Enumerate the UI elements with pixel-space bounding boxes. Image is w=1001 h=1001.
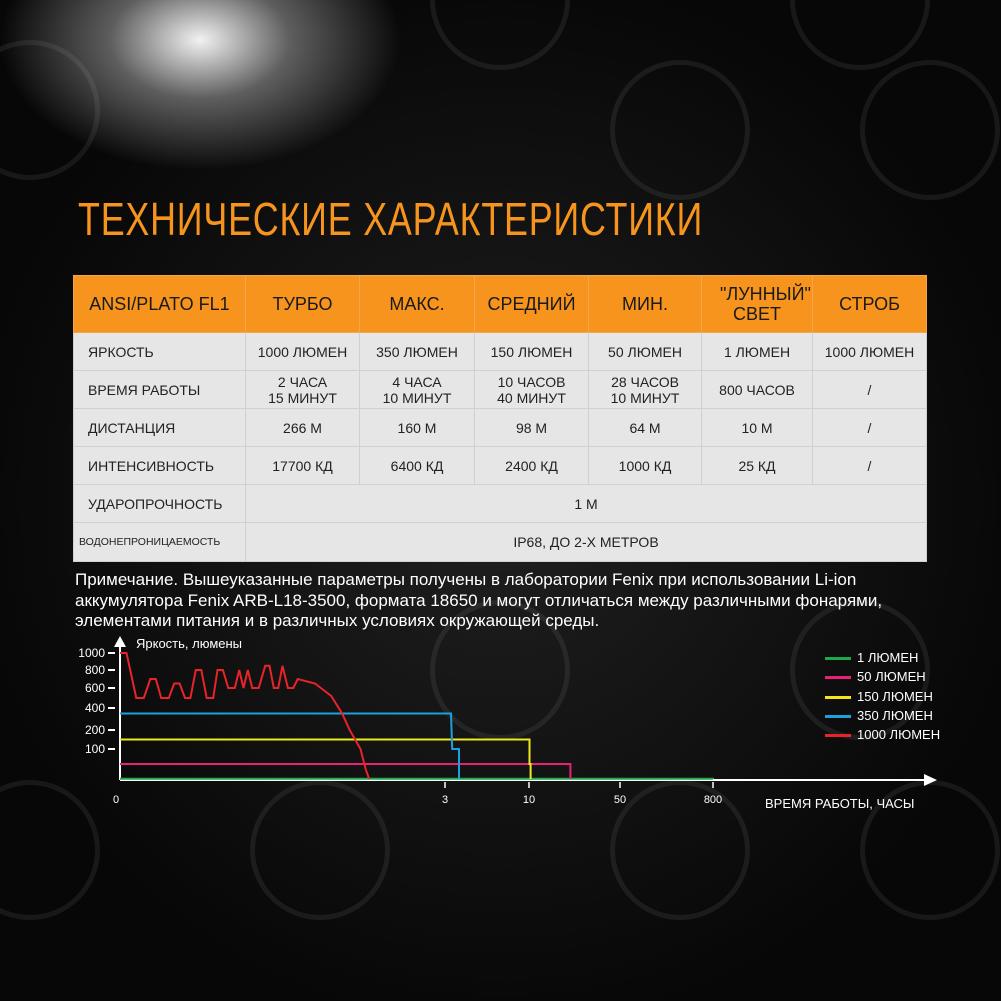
y-tick-label: 1000 bbox=[78, 646, 105, 660]
table-cell: 1 М bbox=[245, 484, 927, 523]
table-cell: 50 ЛЮМЕН bbox=[588, 332, 702, 371]
table-cell: 1000 ЛЮМЕН bbox=[812, 332, 927, 371]
header-cell: "ЛУННЫЙ" СВЕТ bbox=[701, 275, 813, 333]
watermark-logo bbox=[860, 60, 1000, 200]
watermark-logo bbox=[790, 600, 930, 740]
legend-label: 1000 ЛЮМЕН bbox=[857, 727, 941, 742]
legend-item: 150 ЛЮМЕН bbox=[825, 689, 933, 704]
table-cell: 2400 КД bbox=[474, 446, 589, 485]
legend-item: 50 ЛЮМЕН bbox=[825, 669, 926, 684]
table-cell: IP68, ДО 2-Х МЕТРОВ bbox=[245, 522, 927, 562]
table-cell: 160 М bbox=[359, 408, 475, 447]
header-cell: МАКС. bbox=[359, 275, 475, 333]
header-cell: СТРОБ bbox=[812, 275, 927, 333]
x-tick-label: 10 bbox=[523, 794, 535, 806]
x-tick-label: 50 bbox=[614, 794, 626, 806]
table-cell: 6400 КД bbox=[359, 446, 475, 485]
legend-swatch bbox=[825, 657, 851, 661]
legend-swatch bbox=[825, 696, 851, 700]
x-axis-arrow bbox=[924, 774, 937, 786]
table-cell: 25 КД bbox=[701, 446, 813, 485]
table-cell: 98 М bbox=[474, 408, 589, 447]
table-cell: 64 М bbox=[588, 408, 702, 447]
footnote: Примечание. Вышеуказанные параметры полу… bbox=[75, 570, 883, 630]
row-label: ДИСТАНЦИЯ bbox=[73, 408, 246, 447]
table-cell: 1000 ЛЮМЕН bbox=[245, 332, 360, 371]
series-line bbox=[120, 738, 532, 779]
y-tick-label: 100 bbox=[85, 742, 105, 756]
legend-item: 1 ЛЮМЕН bbox=[825, 650, 918, 665]
table-cell: 4 ЧАСА 10 МИНУТ bbox=[359, 370, 475, 409]
header-cell: СРЕДНИЙ bbox=[474, 275, 589, 333]
legend-swatch bbox=[825, 676, 851, 680]
series-line bbox=[120, 763, 572, 779]
legend-item: 350 ЛЮМЕН bbox=[825, 708, 933, 723]
row-label: ИНТЕНСИВНОСТЬ bbox=[73, 446, 246, 485]
table-cell: 1000 КД bbox=[588, 446, 702, 485]
header-cell: МИН. bbox=[588, 275, 702, 333]
table-row: УДАРОПРОЧНОСТЬ 1 М bbox=[73, 484, 927, 523]
table-cell: 1 ЛЮМЕН bbox=[701, 332, 813, 371]
table-row: ВОДОНЕПРОНИЦАЕМОСТЬ IP68, ДО 2-Х МЕТРОВ bbox=[73, 522, 927, 562]
legend-label: 350 ЛЮМЕН bbox=[857, 708, 933, 723]
specs-table: ANSI/PLATO FL1 ТУРБО МАКС. СРЕДНИЙ МИН. … bbox=[73, 275, 927, 562]
table-row: ЯРКОСТЬ 1000 ЛЮМЕН 350 ЛЮМЕН 150 ЛЮМЕН 50 ЛЮ… bbox=[73, 332, 927, 371]
series-line bbox=[120, 652, 371, 780]
y-axis-arrow bbox=[114, 636, 126, 647]
x-tick-label: 3 bbox=[442, 794, 448, 806]
table-cell: 800 ЧАСОВ bbox=[701, 370, 813, 409]
row-label: ВОДОНЕПРОНИЦАЕМОСТЬ bbox=[73, 522, 246, 562]
table-cell: 28 ЧАСОВ 10 МИНУТ bbox=[588, 370, 702, 409]
legend-swatch bbox=[825, 734, 851, 738]
row-label: ЯРКОСТЬ bbox=[73, 332, 246, 371]
y-tick-label: 400 bbox=[85, 701, 105, 715]
legend-label: 50 ЛЮМЕН bbox=[857, 669, 926, 684]
x-axis-label: ВРЕМЯ РАБОТЫ, ЧАСЫ bbox=[765, 796, 914, 811]
watermark-logo bbox=[610, 780, 750, 920]
table-row: ИНТЕНСИВНОСТЬ 17700 КД 6400 КД 2400 КД 1000 … bbox=[73, 446, 927, 485]
table-cell: 10 ЧАСОВ 40 МИНУТ bbox=[474, 370, 589, 409]
table-row: ВРЕМЯ РАБОТЫ 2 ЧАСА 15 МИНУТ 4 ЧАСА 10 МИН… bbox=[73, 370, 927, 409]
watermark-logo bbox=[430, 600, 570, 740]
x-tick-label: 0 bbox=[113, 794, 119, 806]
y-tick-label: 200 bbox=[85, 723, 105, 737]
row-label: ВРЕМЯ РАБОТЫ bbox=[73, 370, 246, 409]
y-tick-label: 600 bbox=[85, 681, 105, 695]
legend-item: 1000 ЛЮМЕН bbox=[825, 727, 940, 742]
watermark-logo bbox=[250, 780, 390, 920]
y-axis-label: Яркость, люмены bbox=[136, 636, 242, 651]
legend-label: 150 ЛЮМЕН bbox=[857, 689, 933, 704]
page-title: ТЕХНИЧЕСКИЕ ХАРАКТЕРИСТИКИ bbox=[78, 193, 704, 245]
table-cell: 10 М bbox=[701, 408, 813, 447]
table-cell: 266 М bbox=[245, 408, 360, 447]
watermark-logo bbox=[610, 60, 750, 200]
table-row: ДИСТАНЦИЯ 266 М 160 М 98 М 64 М 10 М / bbox=[73, 408, 927, 447]
legend-swatch bbox=[825, 715, 851, 719]
table-cell: 150 ЛЮМЕН bbox=[474, 332, 589, 371]
table-header-row: ANSI/PLATO FL1 ТУРБО МАКС. СРЕДНИЙ МИН. … bbox=[73, 275, 927, 333]
table-cell: 350 ЛЮМЕН bbox=[359, 332, 475, 371]
header-cell: ТУРБО bbox=[245, 275, 360, 333]
x-tick-label: 800 bbox=[704, 794, 722, 806]
y-tick-label: 800 bbox=[85, 663, 105, 677]
table-cell: / bbox=[812, 408, 927, 447]
table-cell: 17700 КД bbox=[245, 446, 360, 485]
table-cell: / bbox=[812, 446, 927, 485]
series-line bbox=[120, 712, 460, 779]
legend-label: 1 ЛЮМЕН bbox=[857, 650, 919, 665]
